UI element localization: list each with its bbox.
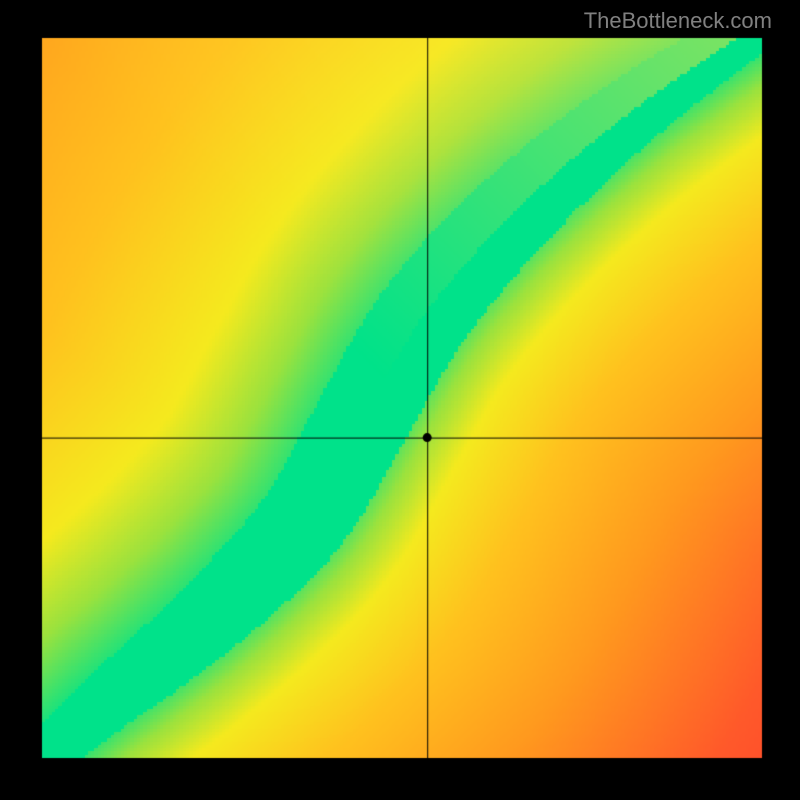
- heatmap-canvas: [0, 0, 800, 800]
- watermark-text: TheBottleneck.com: [584, 8, 772, 34]
- chart-container: TheBottleneck.com: [0, 0, 800, 800]
